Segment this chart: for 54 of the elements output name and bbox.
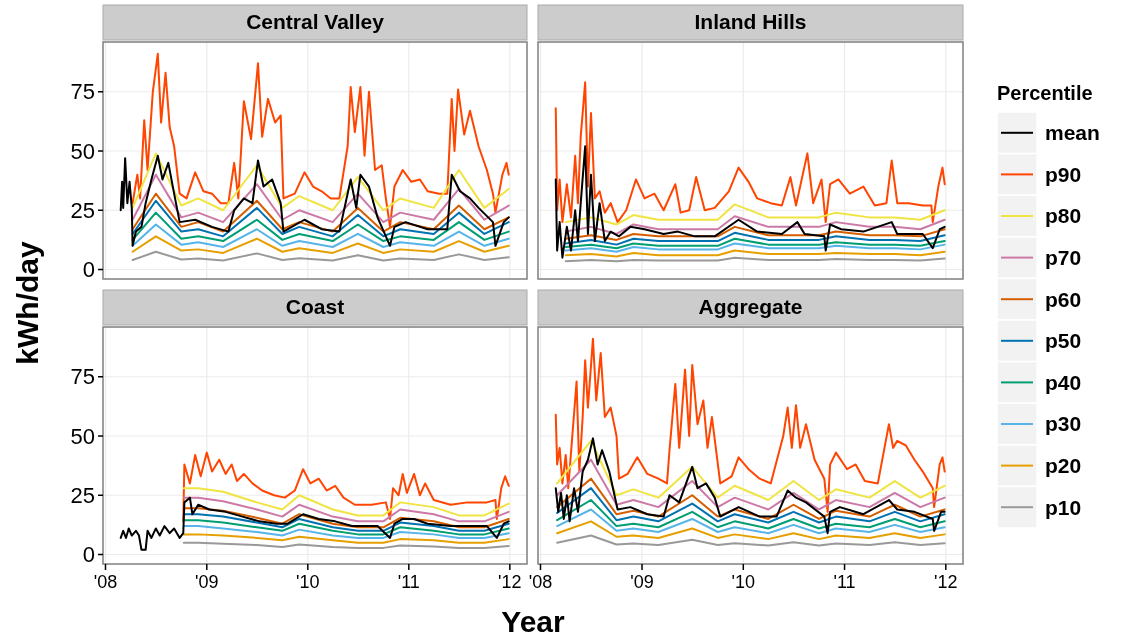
- line-series: [131, 173, 510, 224]
- line-series: [182, 496, 510, 523]
- y-tick-label: 25: [70, 197, 95, 223]
- legend-label: p20: [1045, 453, 1082, 477]
- y-tick-label: 75: [70, 364, 95, 390]
- chart-title: Inland Hills: [694, 10, 807, 33]
- line-series: [182, 513, 510, 532]
- x-axis-title: Year: [501, 605, 566, 638]
- legend-title: Percentile: [997, 82, 1093, 104]
- chart-title: Aggregate: [698, 295, 803, 318]
- x-tick-label: '09: [630, 572, 654, 592]
- line-series: [182, 525, 510, 539]
- y-tick-label: 0: [82, 257, 95, 283]
- x-tick-label: '08: [528, 572, 553, 592]
- line-series: [119, 496, 510, 551]
- legend-label: p80: [1045, 204, 1082, 228]
- legend-label: p10: [1045, 495, 1082, 519]
- line-series: [131, 199, 510, 238]
- legend-label: p90: [1045, 162, 1082, 186]
- x-tick-label: '11: [397, 572, 420, 592]
- x-tick-label: '10: [296, 572, 320, 592]
- line-series: [182, 519, 510, 536]
- line-series: [131, 152, 510, 212]
- line-series: [182, 451, 510, 523]
- y-tick-label: 25: [70, 482, 95, 508]
- x-tick-label: '11: [833, 572, 856, 592]
- line-series: [131, 235, 510, 254]
- line-series: [131, 211, 510, 243]
- x-tick-label: '12: [498, 572, 522, 592]
- legend-label: p50: [1045, 329, 1082, 353]
- legend-label: p70: [1045, 245, 1082, 269]
- y-tick-label: 0: [82, 542, 95, 568]
- chart-title: Central Valley: [246, 10, 385, 33]
- line-series: [131, 52, 510, 228]
- x-tick-label: '09: [195, 572, 219, 592]
- x-tick-label: '10: [731, 572, 756, 592]
- y-tick-label: 75: [70, 79, 95, 105]
- legend-label: p60: [1045, 287, 1082, 311]
- line-series: [182, 533, 510, 544]
- legend-label: p30: [1045, 412, 1082, 436]
- chart-title: Coast: [285, 295, 345, 318]
- legend-label: mean: [1045, 121, 1100, 145]
- line-series: [119, 154, 510, 247]
- line-series: [182, 487, 510, 517]
- legend-label: p40: [1045, 370, 1082, 394]
- y-tick-label: 50: [70, 423, 95, 449]
- line-series: [131, 250, 510, 262]
- x-tick-label: '12: [934, 572, 958, 592]
- line-series: [131, 192, 510, 233]
- x-tick-label: '08: [93, 572, 118, 592]
- line-series: [182, 507, 510, 529]
- line-series: [131, 223, 510, 249]
- y-axis-title: kWh/day: [11, 241, 44, 365]
- y-tick-label: 50: [70, 138, 95, 164]
